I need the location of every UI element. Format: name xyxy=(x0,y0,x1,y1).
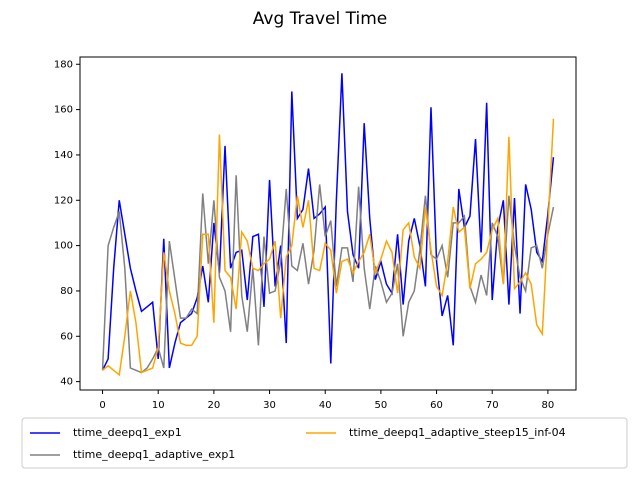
y-tick-label: 40 xyxy=(60,377,73,388)
legend-label: ttime_deepq1_adaptive_exp1 xyxy=(73,448,235,461)
x-tick-label: 70 xyxy=(486,400,499,411)
y-tick-label: 80 xyxy=(60,286,73,297)
y-tick-label: 100 xyxy=(54,241,73,252)
legend-label: ttime_deepq1_adaptive_steep15_inf-04 xyxy=(349,426,566,439)
y-tick-label: 60 xyxy=(60,331,73,342)
x-tick-label: 0 xyxy=(99,400,105,411)
x-tick-label: 50 xyxy=(375,400,388,411)
chart-title: Avg Travel Time xyxy=(253,9,387,29)
x-tick-label: 80 xyxy=(542,400,555,411)
x-tick-label: 40 xyxy=(319,400,332,411)
x-tick-label: 60 xyxy=(430,400,443,411)
y-tick-label: 160 xyxy=(54,105,73,116)
legend xyxy=(21,417,628,469)
series-line xyxy=(101,175,555,374)
x-tick-label: 20 xyxy=(208,400,221,411)
y-tick-label: 120 xyxy=(54,195,73,206)
y-tick-label: 140 xyxy=(54,150,73,161)
y-tick-label: 180 xyxy=(54,59,73,70)
x-tick-label: 10 xyxy=(152,400,165,411)
series-line xyxy=(102,118,555,377)
x-tick-label: 30 xyxy=(263,400,276,411)
plot-frame xyxy=(79,56,577,391)
series-line xyxy=(101,73,555,371)
legend-label: ttime_deepq1_exp1 xyxy=(73,426,182,439)
